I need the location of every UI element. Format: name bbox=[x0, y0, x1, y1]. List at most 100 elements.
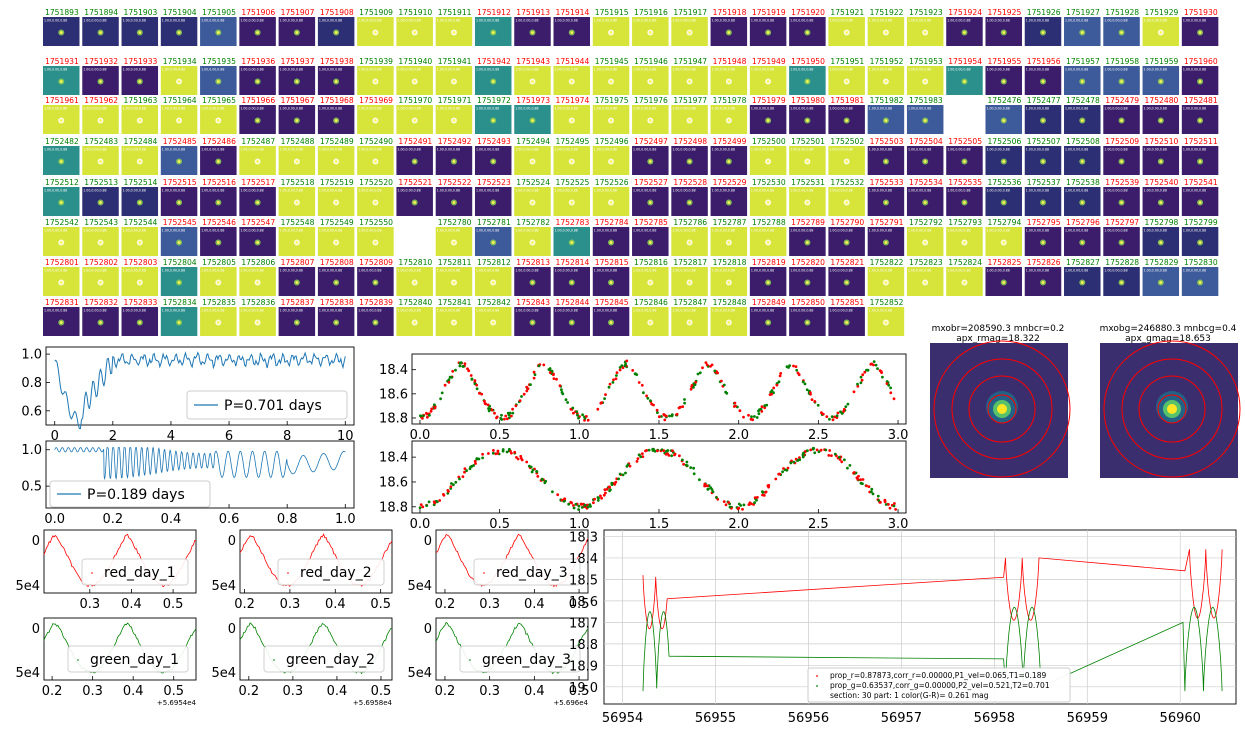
stamp-core bbox=[766, 80, 770, 83]
data-point bbox=[811, 446, 815, 450]
stamp-subtext: 1.00,0.00,0.88 bbox=[1104, 68, 1127, 72]
stamp-core bbox=[884, 31, 888, 34]
stamp-id: 1751950 bbox=[791, 57, 825, 66]
stamp-core bbox=[216, 201, 220, 204]
stamp-subtext: 1.00,0.00,0.88 bbox=[280, 107, 303, 111]
stamp-core bbox=[648, 119, 652, 122]
stamp-core bbox=[216, 80, 220, 83]
data-point bbox=[760, 405, 764, 409]
stamp-id: 1752525 bbox=[556, 178, 590, 187]
legend-marker bbox=[273, 659, 275, 661]
stamp-id: 1752497 bbox=[634, 137, 668, 146]
stamp: 1752543 1.00,0.00,0.88 bbox=[82, 218, 119, 256]
stamp-core bbox=[727, 201, 731, 204]
stamp-core bbox=[452, 201, 456, 204]
stamp-id: 1751930 bbox=[1184, 8, 1218, 17]
y-tick-label: 0.5 bbox=[21, 480, 42, 495]
legend-label: prop_r=0.87873,corr_r=0.00000,P1_vel=0.0… bbox=[830, 671, 1046, 680]
stamp: 1752533 1.00,0.00,0.88 bbox=[867, 178, 905, 216]
data-point bbox=[510, 414, 513, 418]
data-point bbox=[689, 466, 693, 469]
y-tick-label: 19.0 bbox=[569, 681, 598, 696]
stamp-core bbox=[805, 80, 809, 83]
stamp: 1752496 1.00,0.00,0.88 bbox=[592, 137, 630, 175]
data-point bbox=[428, 413, 431, 417]
stamp-core bbox=[1198, 119, 1202, 122]
stamp-subtext: 1.00,0.00,0.88 bbox=[751, 68, 774, 72]
stamp-subtext: 1.00,0.00,0.88 bbox=[397, 19, 420, 23]
stamp: 1752505 1.00,0.00,0.88 bbox=[946, 137, 983, 175]
stamp-subtext: 1.00,0.00,0.88 bbox=[240, 148, 263, 152]
stamp-core bbox=[884, 201, 888, 204]
stamp: 1751938 1.00,0.00,0.88 bbox=[317, 57, 355, 95]
stamp-id: 1752536 bbox=[987, 178, 1021, 187]
stamp-id: 1752480 bbox=[1145, 96, 1179, 105]
stamp-id: 1752516 bbox=[202, 178, 236, 187]
data-point bbox=[465, 469, 468, 472]
data-point bbox=[615, 374, 618, 377]
stamp-core bbox=[766, 160, 770, 163]
stamp-subtext: 1.00,0.00,0.88 bbox=[869, 107, 892, 111]
stamp-subtext: 1.00,0.00,0.88 bbox=[1065, 68, 1088, 72]
stamp-core bbox=[766, 119, 770, 122]
stamp-id: 1751927 bbox=[1066, 8, 1100, 17]
stamp-core bbox=[570, 80, 574, 83]
data-point bbox=[830, 454, 833, 457]
y-tick-label: 18.4 bbox=[379, 363, 408, 378]
stamp-id: 1751939 bbox=[359, 57, 393, 66]
stamp: 1752484 1.00,0.00,0.88 bbox=[121, 137, 159, 175]
stamp-core bbox=[884, 119, 888, 122]
data-point bbox=[761, 490, 764, 493]
stamp: 1751950 1.00,0.00,0.88 bbox=[789, 57, 826, 95]
stamp: 1752506 1.00,0.00,0.88 bbox=[985, 137, 1022, 175]
data-point bbox=[848, 464, 852, 467]
stamp-core bbox=[884, 80, 888, 83]
stamp-id: 1752506 bbox=[987, 137, 1021, 146]
data-point bbox=[649, 399, 652, 403]
stamp-id: 1751954 bbox=[948, 57, 982, 66]
data-point bbox=[813, 451, 817, 455]
stamp: 1752488 1.00,0.00,0.88 bbox=[278, 137, 316, 175]
x-tick-label: 0.3 bbox=[479, 684, 500, 699]
stamp-subtext: 1.00,0.00,0.88 bbox=[44, 107, 67, 111]
data-point bbox=[778, 374, 782, 378]
stamp-id: 1751916 bbox=[634, 8, 668, 17]
stamp-core bbox=[295, 241, 299, 244]
stamp-id: 1751979 bbox=[752, 96, 786, 105]
y-tick-label: 18.6 bbox=[569, 595, 598, 610]
data-point bbox=[531, 468, 535, 472]
stamp-subtext: 1.00,0.00,0.88 bbox=[751, 19, 774, 23]
folded-curve-2-frame bbox=[411, 440, 907, 514]
data-point bbox=[454, 368, 457, 372]
y-tick-label: 5e4 bbox=[211, 579, 236, 594]
stamp-core bbox=[845, 80, 849, 83]
stamp-core bbox=[609, 80, 613, 83]
data-point bbox=[574, 502, 578, 506]
x-tick-label: 0.2 bbox=[238, 684, 259, 699]
stamp: 1752526 1.00,0.00,0.88 bbox=[592, 178, 630, 216]
stamp-core bbox=[531, 80, 534, 83]
stamp-core bbox=[138, 241, 142, 244]
stamp: 1752493 1.00,0.00,0.88 bbox=[474, 137, 512, 175]
stamp: 1751924 1.00,0.00,0.88 bbox=[946, 8, 983, 46]
stamp-id: 1752537 bbox=[1027, 178, 1061, 187]
stamp-id: 1751928 bbox=[1105, 8, 1139, 17]
stamp-subtext: 1.00,0.00,0.88 bbox=[633, 19, 656, 23]
stamp-id: 1751962 bbox=[84, 96, 118, 105]
data-point bbox=[861, 482, 864, 486]
data-point bbox=[635, 460, 639, 463]
stamp-core bbox=[1120, 80, 1123, 83]
x-tick-label: 0.4 bbox=[325, 597, 346, 612]
stamp: 1752539 1.00,0.00,0.88 bbox=[1103, 178, 1140, 216]
data-point bbox=[715, 496, 718, 499]
stamp-id: 1752481 bbox=[1184, 96, 1218, 105]
stamp-core bbox=[374, 31, 377, 34]
source-core bbox=[1167, 404, 1177, 414]
y-tick-label: 0.8 bbox=[21, 376, 42, 391]
data-point bbox=[763, 404, 767, 407]
data-point bbox=[596, 496, 600, 499]
stamp-id: 1751914 bbox=[556, 8, 590, 17]
stamp-core bbox=[138, 31, 142, 34]
stamp: 1751966 1.00,0.00,0.88 bbox=[239, 96, 276, 134]
stamp-subtext: 1.00,0.00,0.88 bbox=[1104, 189, 1127, 193]
